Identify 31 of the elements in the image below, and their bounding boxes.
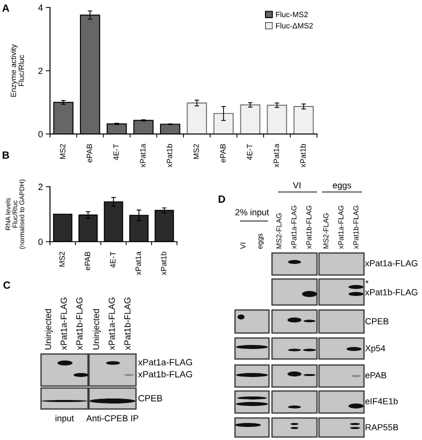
category-label: Uninjected (92, 309, 101, 350)
chart-title: B (2, 152, 10, 159)
category-label: eIF4E1b (365, 398, 398, 404)
category-label: xPat1a-FLAG (365, 260, 418, 266)
text: C (3, 281, 10, 289)
text: input (56, 414, 74, 424)
category-label: Uninjected (44, 309, 53, 350)
category-label: xPat1a-FLAG (138, 359, 192, 366)
category-label: RAP55B (366, 424, 398, 430)
category-label: ePAB (365, 372, 386, 378)
y-tick-label: 2 (38, 68, 43, 74)
y-tick-label: 4 (38, 4, 43, 11)
text: 2% input (235, 208, 269, 218)
category-label: CPEB (365, 318, 388, 324)
y-tick-label: 0 (38, 238, 43, 246)
text: D (218, 196, 226, 203)
category-label: xPat1b-FLAG (138, 370, 192, 378)
text: * (365, 280, 369, 284)
category-label: xPat1b-FLAG (365, 288, 418, 296)
chart-title: A (2, 4, 10, 12)
y-tick-label: 2 (38, 184, 43, 190)
category-label: xPat1a-FLAG (60, 298, 67, 350)
category-label: Xp54 (365, 345, 386, 354)
category-label: xPat1b-FLAG (124, 298, 131, 350)
text: eggs (332, 184, 352, 190)
category-label: xPat1b-FLAG (76, 298, 83, 350)
y-tick-label: 0 (38, 130, 43, 138)
category-label: xPat1a-FLAG (108, 298, 115, 350)
category-label: CPEB (138, 395, 162, 402)
text: VI (292, 182, 300, 188)
text: Anti-CPEB IP (86, 414, 138, 422)
